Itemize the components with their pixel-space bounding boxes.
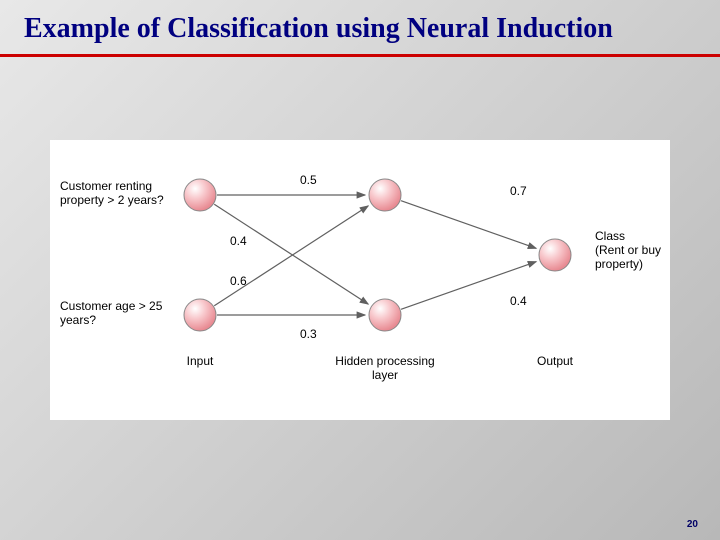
edge <box>214 204 368 304</box>
edge-weight: 0.7 <box>510 184 527 198</box>
layer-label: Hidden processinglayer <box>335 354 434 382</box>
network-node <box>184 179 216 211</box>
network-node <box>539 239 571 271</box>
page-number: 20 <box>687 519 698 530</box>
network-node <box>184 299 216 331</box>
network-node <box>369 179 401 211</box>
neural-network-diagram: 0.5 0.4 0.6 0.3 0.7 0.4 Customer rentingproper… <box>50 140 670 420</box>
node-label: Customer age > 25years? <box>60 299 163 327</box>
node-label: Class(Rent or buyproperty) <box>595 229 661 271</box>
layer-label: Output <box>537 354 574 368</box>
slide-title: Example of Classification using Neural I… <box>24 12 696 46</box>
edge <box>214 206 368 306</box>
layer-label: Input <box>187 354 214 368</box>
edge-weight: 0.4 <box>230 234 247 248</box>
node-label: Customer rentingproperty > 2 years? <box>60 179 164 207</box>
edge-weight: 0.6 <box>230 274 247 288</box>
network-node <box>369 299 401 331</box>
network-svg: 0.5 0.4 0.6 0.3 0.7 0.4 Customer rentingproper… <box>50 140 670 420</box>
title-underline <box>0 54 720 57</box>
edge-weight: 0.4 <box>510 294 527 308</box>
edge <box>401 201 536 249</box>
edge-weight: 0.5 <box>300 173 317 187</box>
title-block: Example of Classification using Neural I… <box>0 0 720 54</box>
edge-weight: 0.3 <box>300 327 317 341</box>
